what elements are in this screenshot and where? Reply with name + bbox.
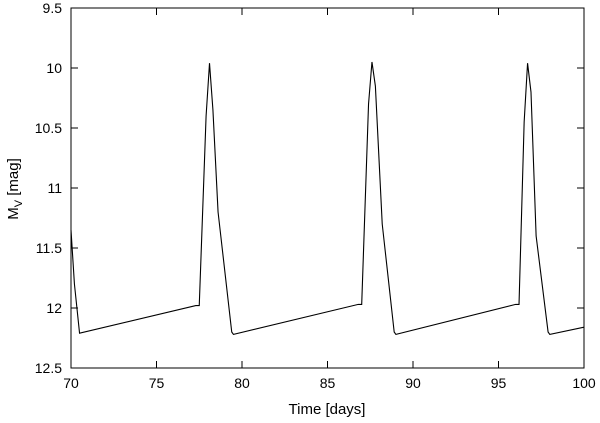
x-tick-label: 95 (491, 375, 507, 391)
x-tick-label: 85 (320, 375, 336, 391)
x-axis-title: Time [days] (289, 401, 366, 418)
x-tick-label: 70 (63, 375, 79, 391)
x-tick-label: 100 (572, 375, 596, 391)
y-tick-label: 11.5 (36, 240, 62, 256)
y-axis-title-unit: [mag] (5, 158, 22, 200)
tick-marks (70, 7, 585, 369)
x-tick-label: 75 (149, 375, 165, 391)
y-tick-label: 12 (46, 300, 62, 316)
y-axis-title: MV [mag] (5, 158, 25, 220)
y-tick-label: 10.5 (35, 120, 62, 136)
x-tick-label: 90 (405, 375, 421, 391)
x-tick-label: 80 (234, 375, 250, 391)
y-tick-label: 11 (47, 180, 62, 196)
y-tick-label: 9.5 (43, 0, 63, 16)
plot-frame (70, 7, 585, 369)
y-tick-label: 12.5 (35, 360, 62, 376)
series-line (70, 61, 585, 336)
y-axis-title-sub: V (13, 199, 25, 207)
y-tick-labels: 9.5 10 10.5 11 11.5 12 12.5 (35, 0, 62, 376)
x-tick-labels: 70 75 80 85 90 95 100 (63, 375, 596, 391)
y-tick-label: 10 (46, 60, 62, 76)
y-axis-title-main: M (5, 207, 22, 220)
